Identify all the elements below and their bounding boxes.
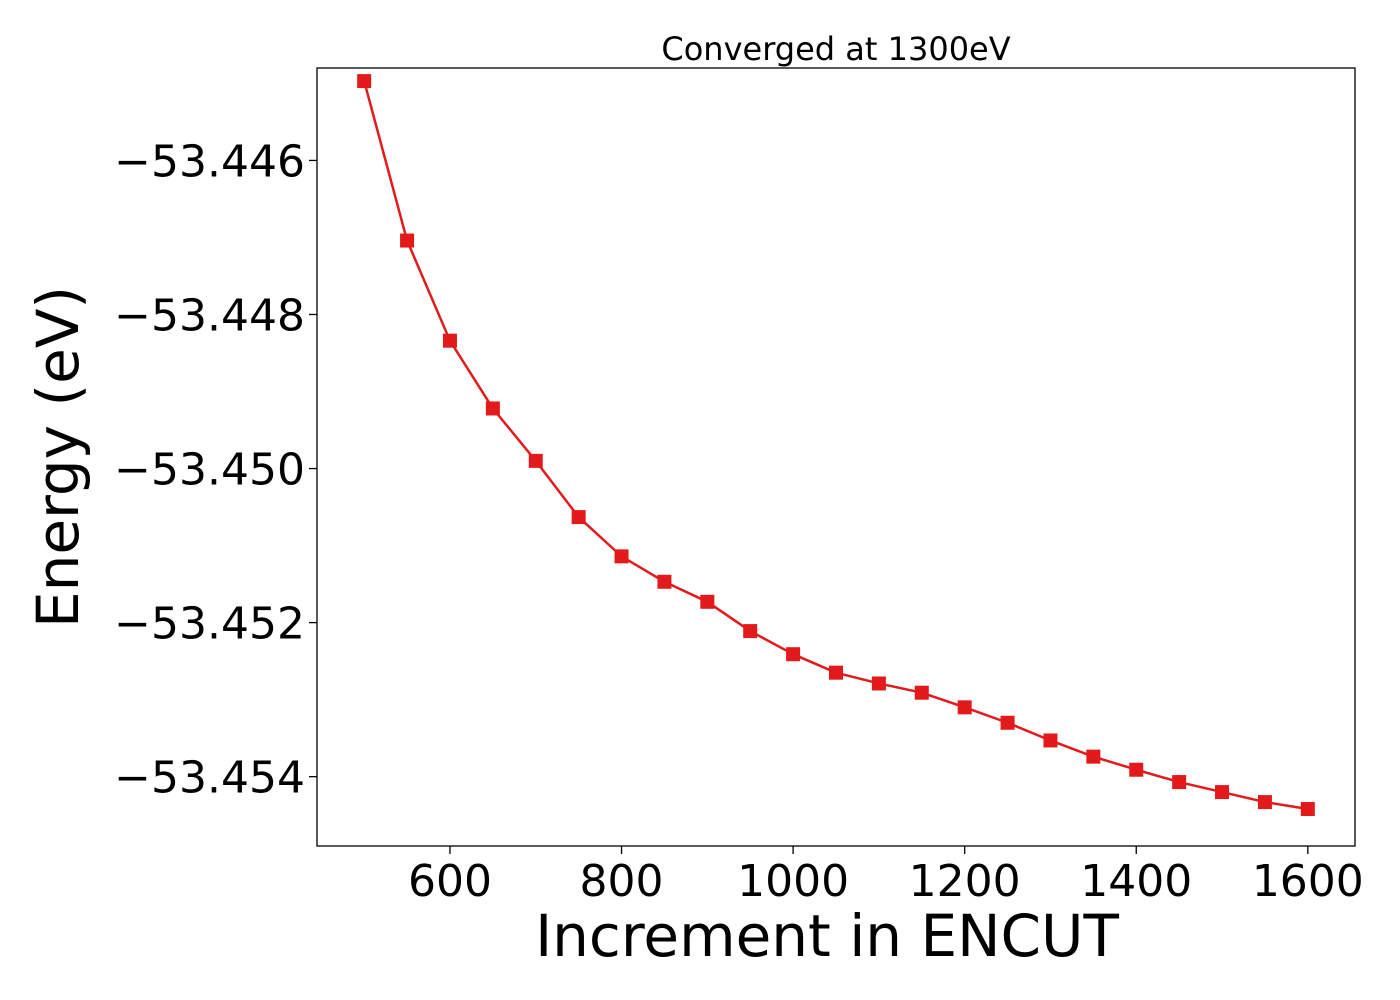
x-tick-label: 600 xyxy=(408,856,492,907)
x-tick-label: 1600 xyxy=(1252,856,1364,907)
y-tick-label: −53.448 xyxy=(114,290,305,341)
data-point-marker xyxy=(571,510,586,525)
data-point-marker xyxy=(700,594,715,609)
x-tick-label: 1200 xyxy=(909,856,1021,907)
x-tick-label: 1000 xyxy=(737,856,849,907)
data-point-marker xyxy=(657,574,672,589)
data-point-marker xyxy=(1300,802,1315,817)
data-point-marker xyxy=(743,624,758,639)
y-axis: −53.446 −53.448 −53.450 −53.452 −53.454 xyxy=(114,136,317,804)
y-tick-label: −53.446 xyxy=(114,136,305,187)
data-point-marker xyxy=(1000,715,1015,730)
x-tick-label: 1400 xyxy=(1080,856,1192,907)
data-point-marker xyxy=(1043,733,1058,748)
x-axis-label: Increment in ENCUT xyxy=(535,902,1119,970)
y-tick-label: −53.450 xyxy=(114,445,305,496)
data-point-marker xyxy=(871,676,886,691)
data-point-marker xyxy=(786,647,801,662)
y-tick-label: −53.452 xyxy=(114,599,305,650)
data-point-marker xyxy=(614,549,629,564)
plot-series xyxy=(357,74,1315,817)
x-tick-label: 800 xyxy=(580,856,664,907)
y-tick-label: −53.454 xyxy=(114,753,305,804)
y-axis-label: Energy (eV) xyxy=(24,286,92,628)
data-point-marker xyxy=(1129,762,1144,777)
plot-frame xyxy=(316,67,1356,847)
data-point-marker xyxy=(400,233,415,248)
data-point-marker xyxy=(442,333,457,348)
data-point-marker xyxy=(485,401,500,416)
data-point-marker xyxy=(957,700,972,715)
data-point-marker xyxy=(1086,749,1101,764)
data-point-marker xyxy=(829,665,843,680)
data-point-marker xyxy=(1257,795,1272,810)
data-point-marker xyxy=(1172,775,1187,790)
chart-title: Converged at 1300eV xyxy=(661,30,1010,68)
data-point-marker xyxy=(357,74,372,89)
data-point-marker xyxy=(914,685,929,700)
data-point-marker xyxy=(1215,785,1230,800)
data-point-marker xyxy=(528,453,543,468)
x-axis: 600 800 1000 1200 1400 1600 xyxy=(408,846,1364,907)
